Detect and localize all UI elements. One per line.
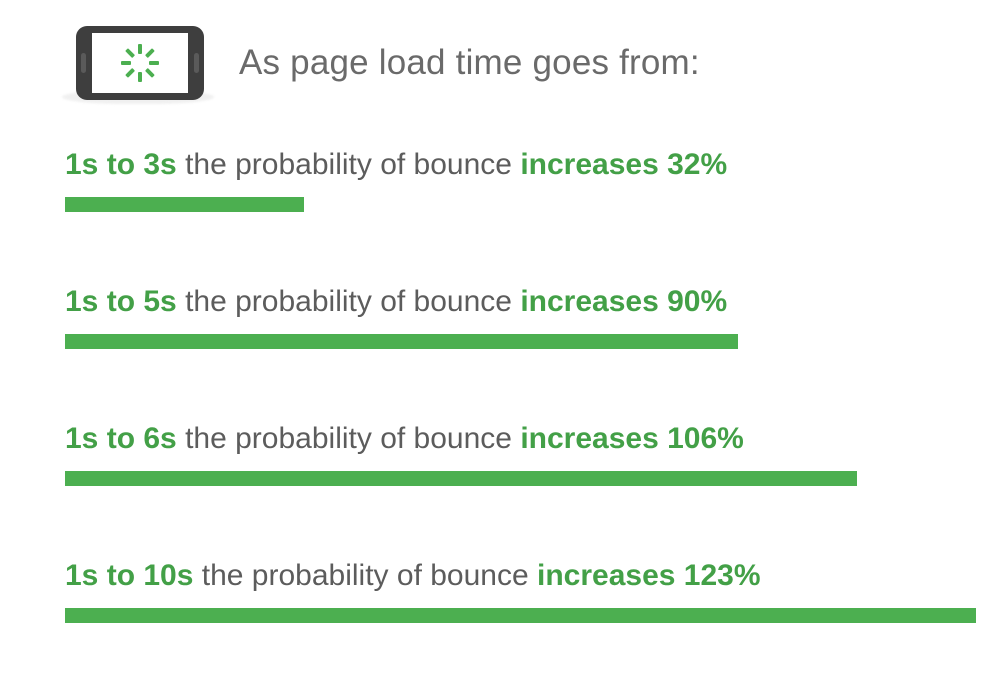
increase-label: increases 123% bbox=[537, 559, 761, 592]
bar-fill bbox=[65, 608, 976, 623]
phone-side-button-left bbox=[80, 53, 86, 73]
bounce-row-text: 1s to 3s the probability of bounce incre… bbox=[65, 134, 985, 180]
middle-text: the probability of bounce bbox=[185, 422, 512, 455]
range-label: 1s to 5s bbox=[65, 285, 177, 318]
bar-fill bbox=[65, 471, 858, 486]
bounce-rows-list: 1s to 3s the probability of bounce incre… bbox=[65, 134, 985, 682]
bounce-row: 1s to 6s the probability of bounce incre… bbox=[65, 408, 985, 545]
bounce-row: 1s to 5s the probability of bounce incre… bbox=[65, 271, 985, 408]
header: As page load time goes from: bbox=[0, 8, 1000, 118]
bar-track bbox=[65, 608, 985, 623]
phone-loading-spinner-icon bbox=[52, 13, 227, 113]
bar-track bbox=[65, 471, 985, 486]
middle-text: the probability of bounce bbox=[185, 285, 512, 318]
range-label: 1s to 3s bbox=[65, 148, 177, 181]
bounce-row-text: 1s to 6s the probability of bounce incre… bbox=[65, 408, 985, 454]
bar-track bbox=[65, 334, 985, 349]
middle-text: the probability of bounce bbox=[201, 559, 529, 592]
phone-screen bbox=[91, 33, 188, 93]
range-label: 1s to 10s bbox=[65, 559, 194, 592]
bar-fill bbox=[65, 334, 739, 349]
phone-side-button-right bbox=[193, 53, 199, 73]
range-label: 1s to 6s bbox=[65, 422, 177, 455]
middle-text: the probability of bounce bbox=[185, 148, 512, 181]
loading-spinner-icon bbox=[118, 41, 162, 85]
page-title: As page load time goes from: bbox=[239, 43, 700, 82]
bar-track bbox=[65, 197, 985, 212]
bar-fill bbox=[65, 197, 305, 212]
bounce-row-text: 1s to 10s the probability of bounce incr… bbox=[65, 545, 985, 591]
increase-label: increases 90% bbox=[520, 285, 728, 318]
phone-body bbox=[75, 26, 204, 100]
bounce-row: 1s to 3s the probability of bounce incre… bbox=[65, 134, 985, 271]
bounce-row: 1s to 10s the probability of bounce incr… bbox=[65, 545, 985, 682]
bounce-row-text: 1s to 5s the probability of bounce incre… bbox=[65, 271, 985, 317]
increase-label: increases 106% bbox=[520, 422, 744, 455]
increase-label: increases 32% bbox=[520, 148, 728, 181]
